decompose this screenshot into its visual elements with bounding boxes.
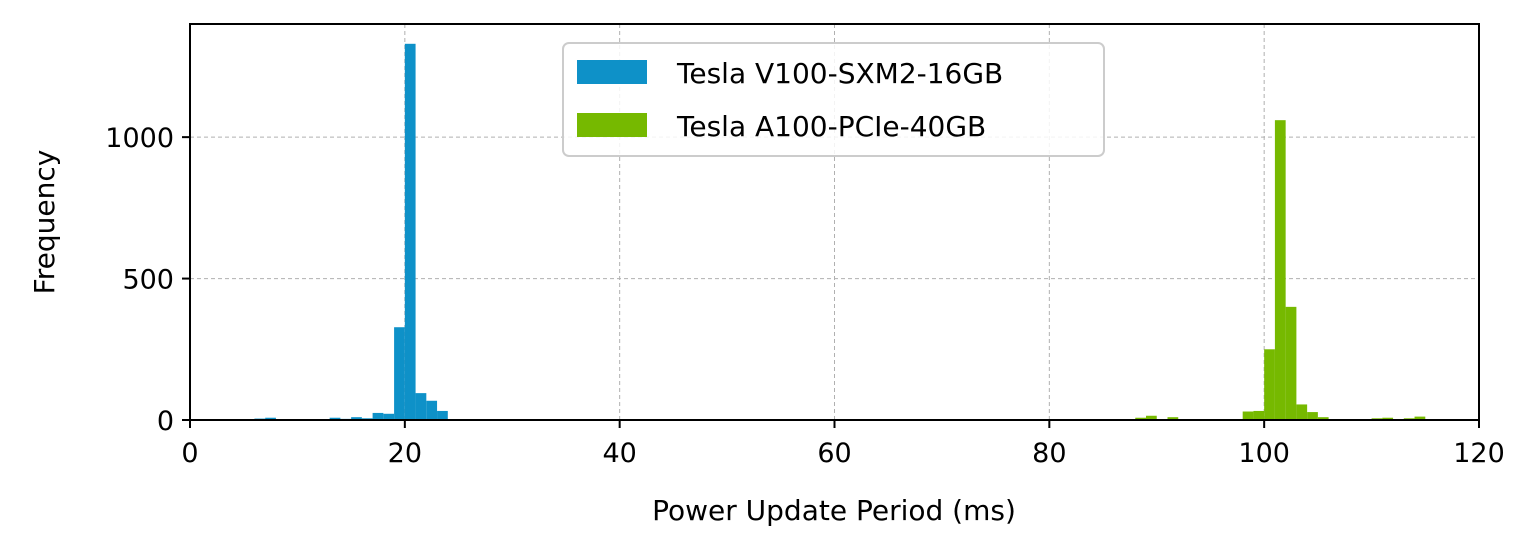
histogram-bar-v100 bbox=[351, 417, 362, 420]
histogram-bar-a100 bbox=[1146, 415, 1157, 420]
histogram-bar-v100 bbox=[329, 417, 341, 420]
x-tick-label: 60 bbox=[817, 438, 851, 469]
histogram-bar-a100 bbox=[1307, 412, 1318, 420]
x-axis-label: Power Update Period (ms) bbox=[652, 494, 1016, 527]
histogram-bar-v100 bbox=[383, 413, 395, 420]
histogram-bar-v100 bbox=[426, 400, 438, 420]
histogram-bar-a100 bbox=[1317, 417, 1329, 420]
histogram-bar-a100 bbox=[1264, 349, 1275, 420]
y-tick-label: 1000 bbox=[105, 123, 174, 154]
histogram-bar-v100 bbox=[437, 410, 448, 420]
x-tick-label: 0 bbox=[181, 438, 198, 469]
y-tick-label: 500 bbox=[122, 265, 174, 296]
legend-swatch-v100 bbox=[577, 60, 647, 84]
legend: Tesla V100-SXM2-16GB Tesla A100-PCIe-40G… bbox=[562, 42, 1105, 157]
histogram-bar-v100 bbox=[394, 327, 405, 420]
histogram-bar-a100 bbox=[1382, 417, 1394, 420]
x-tick-label: 40 bbox=[602, 438, 636, 469]
legend-label-a100: Tesla A100-PCIe-40GB bbox=[676, 110, 986, 143]
legend-swatch-a100 bbox=[577, 113, 647, 137]
x-tick-label: 20 bbox=[388, 438, 422, 469]
histogram-bar-v100 bbox=[265, 417, 276, 420]
legend-box bbox=[562, 42, 1105, 157]
y-tick-label: 0 bbox=[157, 406, 174, 437]
histogram-bar-v100 bbox=[415, 393, 427, 420]
histogram-bar-a100 bbox=[1414, 416, 1426, 420]
histogram-bar-a100 bbox=[1253, 410, 1265, 420]
x-tick-label: 80 bbox=[1032, 438, 1066, 469]
histogram-bar-a100 bbox=[1135, 417, 1147, 420]
histogram-bar-v100 bbox=[404, 43, 416, 421]
histogram-bar-a100 bbox=[1167, 417, 1179, 420]
y-axis-label: Frequency bbox=[28, 150, 61, 295]
histogram-bar-v100 bbox=[372, 412, 384, 420]
x-axis-ticks: 0 20 40 60 80 100 120 bbox=[181, 420, 1505, 469]
x-tick-label: 100 bbox=[1238, 438, 1290, 469]
x-tick-label: 120 bbox=[1453, 438, 1505, 469]
y-axis-ticks: 0 500 1000 bbox=[105, 123, 190, 437]
histogram-bar-a100 bbox=[1242, 411, 1254, 420]
legend-label-v100: Tesla V100-SXM2-16GB bbox=[676, 57, 1003, 90]
histogram-bar-a100 bbox=[1296, 404, 1308, 420]
histogram-bar-a100 bbox=[1274, 120, 1286, 421]
histogram-bar-a100 bbox=[1285, 306, 1297, 420]
